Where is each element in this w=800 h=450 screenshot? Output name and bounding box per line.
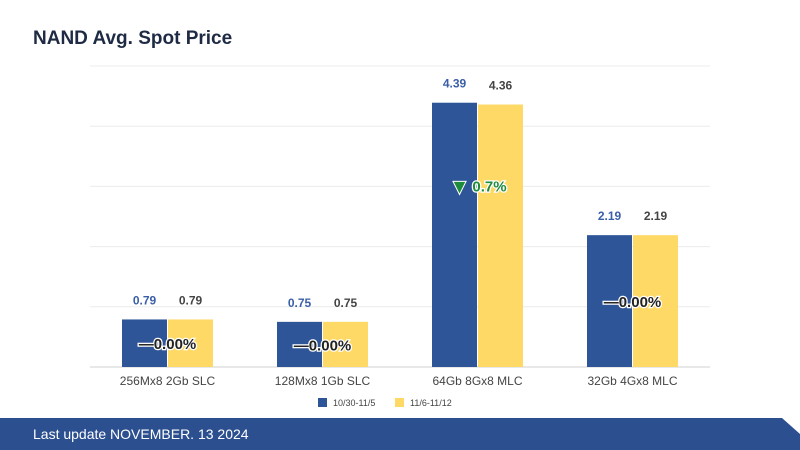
data-label: 4.39 (443, 77, 467, 91)
data-label: 0.75 (288, 296, 312, 310)
data-label: 2.19 (598, 209, 622, 223)
x-tick-label: 256Mx8 2Gb SLC (120, 374, 216, 388)
down-arrow-icon: ▼ (454, 178, 466, 196)
data-label: 2.19 (644, 209, 668, 223)
bar (587, 235, 632, 367)
change-annotation: 0.7% (472, 179, 506, 196)
bar (168, 319, 213, 367)
x-tick-label: 32Gb 4Gx8 MLC (587, 374, 677, 388)
x-tick-label: 64Gb 8Gx8 MLC (432, 374, 522, 388)
data-label: 0.79 (179, 293, 203, 307)
data-label: 0.75 (334, 296, 358, 310)
bar-chart: 0.79 0.79 256Mx8 2Gb SLC 0.75 0.75 128Mx8 1Gb… (90, 65, 710, 408)
footer-corner-cut (782, 418, 800, 434)
change-annotation: —0.00% (604, 294, 662, 311)
legend-label: 10/30-11/5 (333, 398, 375, 408)
legend-label: 11/6-11/12 (410, 398, 452, 408)
footer-bar: Last update NOVEMBER. 13 2024 (0, 418, 800, 450)
bar (122, 319, 167, 367)
legend-swatch (318, 398, 327, 407)
change-annotation: —0.00% (139, 336, 197, 353)
change-annotation: —0.00% (294, 337, 352, 354)
legend-swatch (395, 398, 404, 407)
data-label: 0.79 (133, 293, 157, 307)
chart-title: NAND Avg. Spot Price (33, 28, 233, 49)
bar (277, 321, 322, 367)
bar (633, 235, 678, 367)
data-label: 4.36 (489, 79, 513, 93)
bar (323, 321, 368, 367)
bar (432, 102, 477, 368)
x-tick-label: 128Mx8 1Gb SLC (275, 374, 371, 388)
bar (478, 104, 523, 367)
last-update-text: Last update NOVEMBER. 13 2024 (33, 426, 249, 442)
